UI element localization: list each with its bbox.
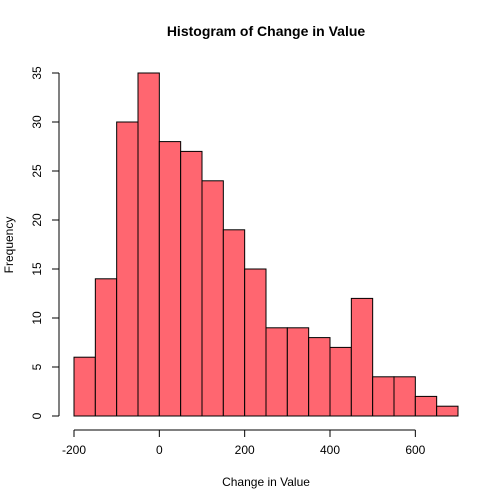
x-tick-label: 400 bbox=[320, 443, 340, 457]
histogram-bar bbox=[222, 229, 246, 417]
histogram-bar bbox=[329, 346, 352, 417]
histogram-bar bbox=[350, 297, 374, 417]
x-tick-label: 200 bbox=[235, 443, 255, 457]
y-tick-label: 20 bbox=[30, 213, 44, 227]
x-tick-label: 0 bbox=[156, 443, 163, 457]
histogram-bar bbox=[94, 278, 118, 417]
histogram-bar bbox=[414, 395, 438, 417]
bars-group bbox=[73, 72, 459, 417]
histogram-bar bbox=[244, 268, 267, 417]
histogram-bar bbox=[265, 327, 288, 417]
x-tick-label: 600 bbox=[405, 443, 425, 457]
y-tick-label: 15 bbox=[30, 262, 44, 276]
histogram-bar bbox=[372, 376, 395, 417]
chart-title: Histogram of Change in Value bbox=[167, 23, 366, 39]
y-tick-label: 35 bbox=[30, 66, 44, 80]
histogram-bar bbox=[137, 72, 160, 417]
y-axis: 0 5 10 15 20 25 30 35 bbox=[30, 66, 60, 419]
y-tick-label: 10 bbox=[30, 311, 44, 325]
histogram-bar bbox=[73, 356, 96, 417]
x-axis-label: Change in Value bbox=[222, 475, 310, 489]
x-tick-label: -200 bbox=[62, 443, 86, 457]
y-tick-label: 0 bbox=[30, 412, 44, 419]
histogram-bar bbox=[116, 121, 139, 417]
histogram-bar bbox=[158, 141, 182, 417]
y-tick-label: 5 bbox=[30, 363, 44, 370]
y-axis-label: Frequency bbox=[2, 217, 16, 274]
y-tick-label: 25 bbox=[30, 164, 44, 178]
histogram-bar bbox=[286, 327, 310, 417]
x-axis: -200 0 200 400 600 bbox=[62, 429, 426, 457]
y-tick-label: 30 bbox=[30, 115, 44, 129]
histogram-bar bbox=[201, 180, 224, 417]
histogram-bar bbox=[436, 405, 459, 417]
histogram-bar bbox=[180, 150, 203, 417]
histogram-bar bbox=[308, 337, 331, 417]
histogram-bar bbox=[393, 376, 416, 417]
